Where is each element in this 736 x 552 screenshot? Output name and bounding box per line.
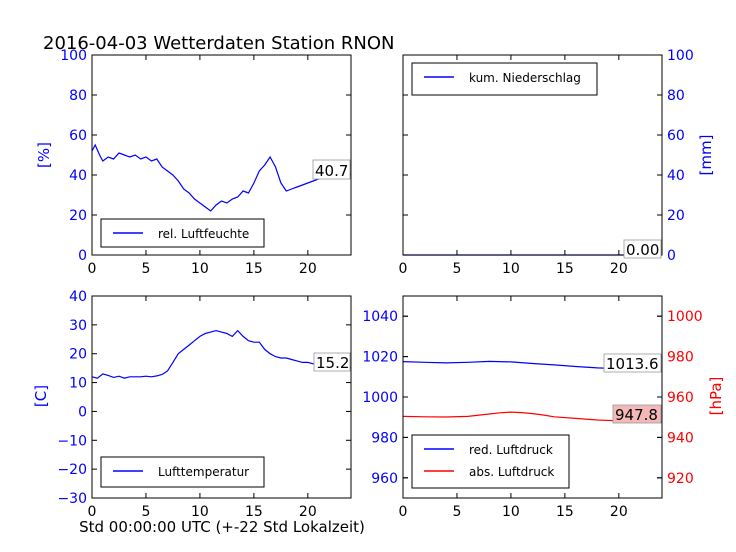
legend-humidity-label: rel. Luftfeuchte [158, 227, 249, 241]
last-value-precip: 0.00 [626, 241, 659, 259]
x-tick-label: 5 [141, 261, 150, 277]
y-axis-label-3: [hPa] [707, 377, 725, 416]
axes-frame-2 [91, 295, 352, 499]
last-value-red-pressure-box [603, 353, 662, 373]
y-tick-label: 960 [667, 390, 694, 406]
x-tick-label: 5 [452, 261, 461, 277]
x-tick-label: 15 [245, 504, 263, 520]
x-tick-label: 20 [299, 504, 317, 520]
y-tick-label: 980 [667, 350, 694, 366]
y-tick-label: 20 [69, 208, 87, 224]
last-value-temperature: 15.2 [316, 354, 349, 372]
y-tick-label: 60 [69, 128, 87, 144]
legend-precip-frame [411, 62, 598, 96]
y-tick-label: −20 [57, 462, 87, 478]
y-tick-label: 20 [69, 347, 87, 363]
last-value-red-pressure: 1013.6 [606, 355, 659, 373]
legend-pressure-label: red. Luftdruck [469, 443, 553, 457]
x-tick-label: 0 [399, 261, 408, 277]
x-tick-label: 15 [556, 261, 574, 277]
panel-1: 0 5 10 15 20 0 20 40 60 80 100 [399, 48, 694, 277]
x-tick-label: 0 [399, 504, 408, 520]
last-value-precip-box [623, 239, 662, 259]
y-tick-label: 20 [667, 208, 685, 224]
y-tick-label: 40 [69, 168, 87, 184]
x-tick-label: 15 [245, 261, 263, 277]
x-axis-label: Std 00:00:00 UTC (+-22 Std Lokalzeit) [79, 518, 365, 536]
x-tick-label: 20 [610, 504, 628, 520]
x-tick-label: 20 [299, 261, 317, 277]
y-tick-label: 1040 [362, 309, 398, 325]
y-tick-label: 40 [667, 168, 685, 184]
panel-0: 0 5 10 15 20 0 20 40 60 80 100 [60, 48, 352, 277]
series-line-2-0 [91, 329, 352, 379]
x-tick-label: 0 [88, 261, 97, 277]
y-tick-label: 30 [69, 318, 87, 334]
last-value-abs-pressure: 947.8 [615, 406, 658, 424]
panel-3: 0 5 10 15 20 960 980 1000 1020 1040 920 940 960 980 10… [362, 295, 703, 520]
y-tick-label: 0 [78, 248, 87, 264]
y-tick-label: 980 [371, 430, 398, 446]
y-tick-label: 1000 [667, 309, 703, 325]
last-value-abs-pressure-box [612, 404, 662, 424]
y-tick-label: 960 [371, 471, 398, 487]
y-axis-label-2: [C] [32, 385, 50, 407]
y-axis-label-0: [%] [35, 142, 53, 168]
axes-frame-1 [402, 54, 663, 256]
y-tick-label: 80 [667, 88, 685, 104]
y-tick-label: 10 [69, 376, 87, 392]
legend-temperature-label: Lufttemperatur [158, 465, 249, 479]
series-line-3-1 [402, 411, 663, 423]
x-tick-label: 0 [88, 504, 97, 520]
y-tick-label: 100 [60, 48, 87, 64]
y-tick-label: −10 [57, 433, 87, 449]
axes-frame-0 [91, 54, 352, 256]
series-line-0-0 [91, 143, 352, 212]
legend-pressure-label: abs. Luftdruck [469, 465, 554, 479]
y-tick-label: 40 [69, 289, 87, 305]
last-value-humidity-box [312, 159, 351, 180]
panel-2: 0 5 10 15 20 −30 −20 −10 0 10 20 30 40 [57, 289, 352, 520]
y-axis-label-1: [mm] [697, 135, 715, 176]
y-tick-label: 80 [69, 88, 87, 104]
x-tick-label: 5 [141, 504, 150, 520]
x-tick-label: 10 [191, 504, 209, 520]
x-tick-label: 20 [610, 261, 628, 277]
legend-precip-label: kum. Niederschlag [469, 71, 581, 85]
y-tick-label: 0 [667, 248, 676, 264]
x-tick-label: 10 [191, 261, 209, 277]
x-tick-label: 15 [556, 504, 574, 520]
x-tick-label: 10 [502, 504, 520, 520]
y-tick-label: 1020 [362, 350, 398, 366]
y-tick-label: 100 [667, 48, 694, 64]
y-tick-label: 0 [78, 404, 87, 420]
y-tick-label: 60 [667, 128, 685, 144]
y-tick-label: 1000 [362, 390, 398, 406]
last-value-temperature-box [313, 352, 351, 372]
legend-pressure-frame [411, 434, 570, 489]
figure-title: 2016-04-03 Wetterdaten Station RNON [43, 33, 394, 54]
legend-temperature-frame [100, 456, 265, 488]
last-value-humidity: 40.7 [315, 162, 348, 180]
y-tick-label: 920 [667, 471, 694, 487]
y-tick-label: −30 [57, 491, 87, 507]
x-tick-label: 10 [502, 261, 520, 277]
x-tick-label: 5 [452, 504, 461, 520]
y-tick-label: 940 [667, 430, 694, 446]
